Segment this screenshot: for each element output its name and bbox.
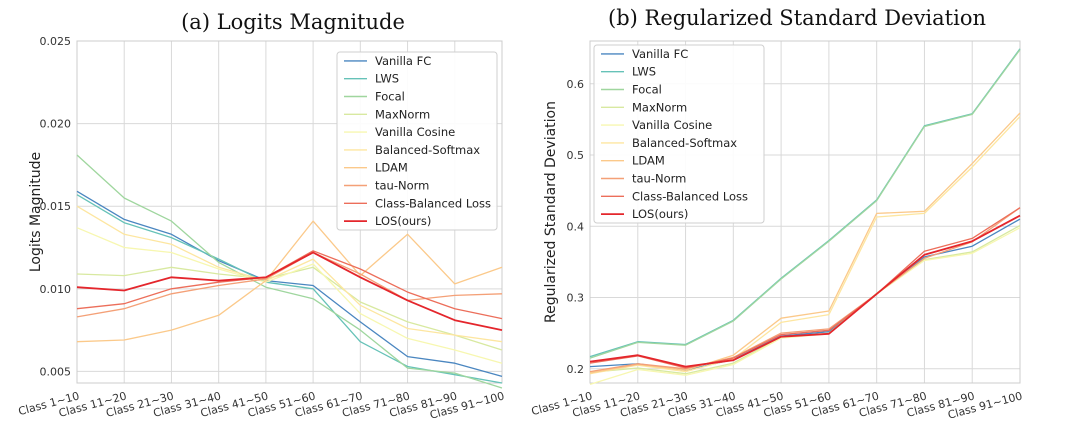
series-line-tau-norm xyxy=(76,251,503,318)
series-line-tau-norm xyxy=(589,207,1021,373)
y-tick-label: 0.6 xyxy=(567,78,585,91)
series-line-class-balanced-loss xyxy=(589,207,1021,369)
legend-label-lws: LWS xyxy=(375,72,399,86)
legend: Vanilla FC LWS Focal MaxNorm Vanilla Cosine B… xyxy=(593,44,765,224)
plot-frame xyxy=(589,40,1021,384)
legend-label-balanced-softmax: Balanced-Softmax xyxy=(632,136,737,150)
legend-label-focal: Focal xyxy=(632,83,662,97)
legend-box xyxy=(336,51,498,231)
chart-title: (a) Logits Magnitude xyxy=(181,10,405,34)
series-line-ldam xyxy=(589,112,1021,374)
legend-label-vanilla-fc: Vanilla FC xyxy=(375,54,431,68)
legend-label-los-ours-: LOS(ours) xyxy=(632,207,688,221)
legend-label-los-ours-: LOS(ours) xyxy=(375,214,431,228)
legend-label-balanced-softmax: Balanced-Softmax xyxy=(375,143,480,157)
y-tick-label: 0.5 xyxy=(567,149,585,162)
chart-title: (b) Regularized Standard Deviation xyxy=(608,6,986,30)
series-line-vanilla-cosine xyxy=(76,227,503,364)
y-axis-label: Logits Magnitude xyxy=(28,152,44,272)
series-line-vanilla-fc xyxy=(589,218,1021,371)
y-tick-label: 0.005 xyxy=(40,365,72,378)
y-tick-label: 0.020 xyxy=(40,118,72,131)
plot-frame xyxy=(76,40,503,384)
legend-label-class-balanced-loss: Class-Balanced Loss xyxy=(375,196,491,210)
y-tick-label: 0.015 xyxy=(40,200,72,213)
y-tick-label: 0.010 xyxy=(40,283,72,296)
legend-label-tau-norm: tau-Norm xyxy=(632,172,686,186)
legend-label-ldam: LDAM xyxy=(632,154,665,168)
legend-label-maxnorm: MaxNorm xyxy=(632,100,687,114)
series-line-vanilla-fc xyxy=(76,190,503,378)
legend-label-vanilla-cosine: Vanilla Cosine xyxy=(375,125,455,139)
legend-label-vanilla-cosine: Vanilla Cosine xyxy=(632,118,712,132)
series-line-los-ours- xyxy=(589,214,1021,368)
chart-logits-magnitude: (a) Logits Magnitude 0.005 0.010 0.015 0.020… xyxy=(17,10,506,422)
legend-box xyxy=(593,44,765,224)
legend: Vanilla FC LWS Focal MaxNorm Vanilla Cosine B… xyxy=(336,51,498,231)
y-axis-label: Regularized Standard Deviation xyxy=(543,101,559,323)
series-line-balanced-softmax xyxy=(589,116,1021,375)
series-line-focal xyxy=(76,154,503,389)
legend-label-focal: Focal xyxy=(375,90,405,104)
series-line-focal xyxy=(589,49,1021,359)
series-line-maxnorm xyxy=(76,266,503,351)
chart-regularized-std: (b) Regularized Standard Deviation 0.2 0.3… xyxy=(530,6,1024,422)
series-line-ldam xyxy=(76,220,503,343)
legend-label-maxnorm: MaxNorm xyxy=(375,107,430,121)
legend-label-tau-norm: tau-Norm xyxy=(375,179,429,193)
legend-label-vanilla-fc: Vanilla FC xyxy=(632,47,688,61)
y-tick-label: 0.025 xyxy=(40,35,72,48)
series-line-los-ours- xyxy=(76,251,503,331)
legend-label-class-balanced-loss: Class-Balanced Loss xyxy=(632,189,748,203)
y-tick-label: 0.4 xyxy=(567,220,585,233)
legend-label-ldam: LDAM xyxy=(375,161,408,175)
y-tick-label: 0.2 xyxy=(567,363,585,376)
series-line-vanilla-cosine xyxy=(589,227,1021,386)
series-line-class-balanced-loss xyxy=(76,250,503,320)
series-line-balanced-softmax xyxy=(76,205,503,343)
y-tick-label: 0.3 xyxy=(567,292,585,305)
legend-label-lws: LWS xyxy=(632,65,656,79)
